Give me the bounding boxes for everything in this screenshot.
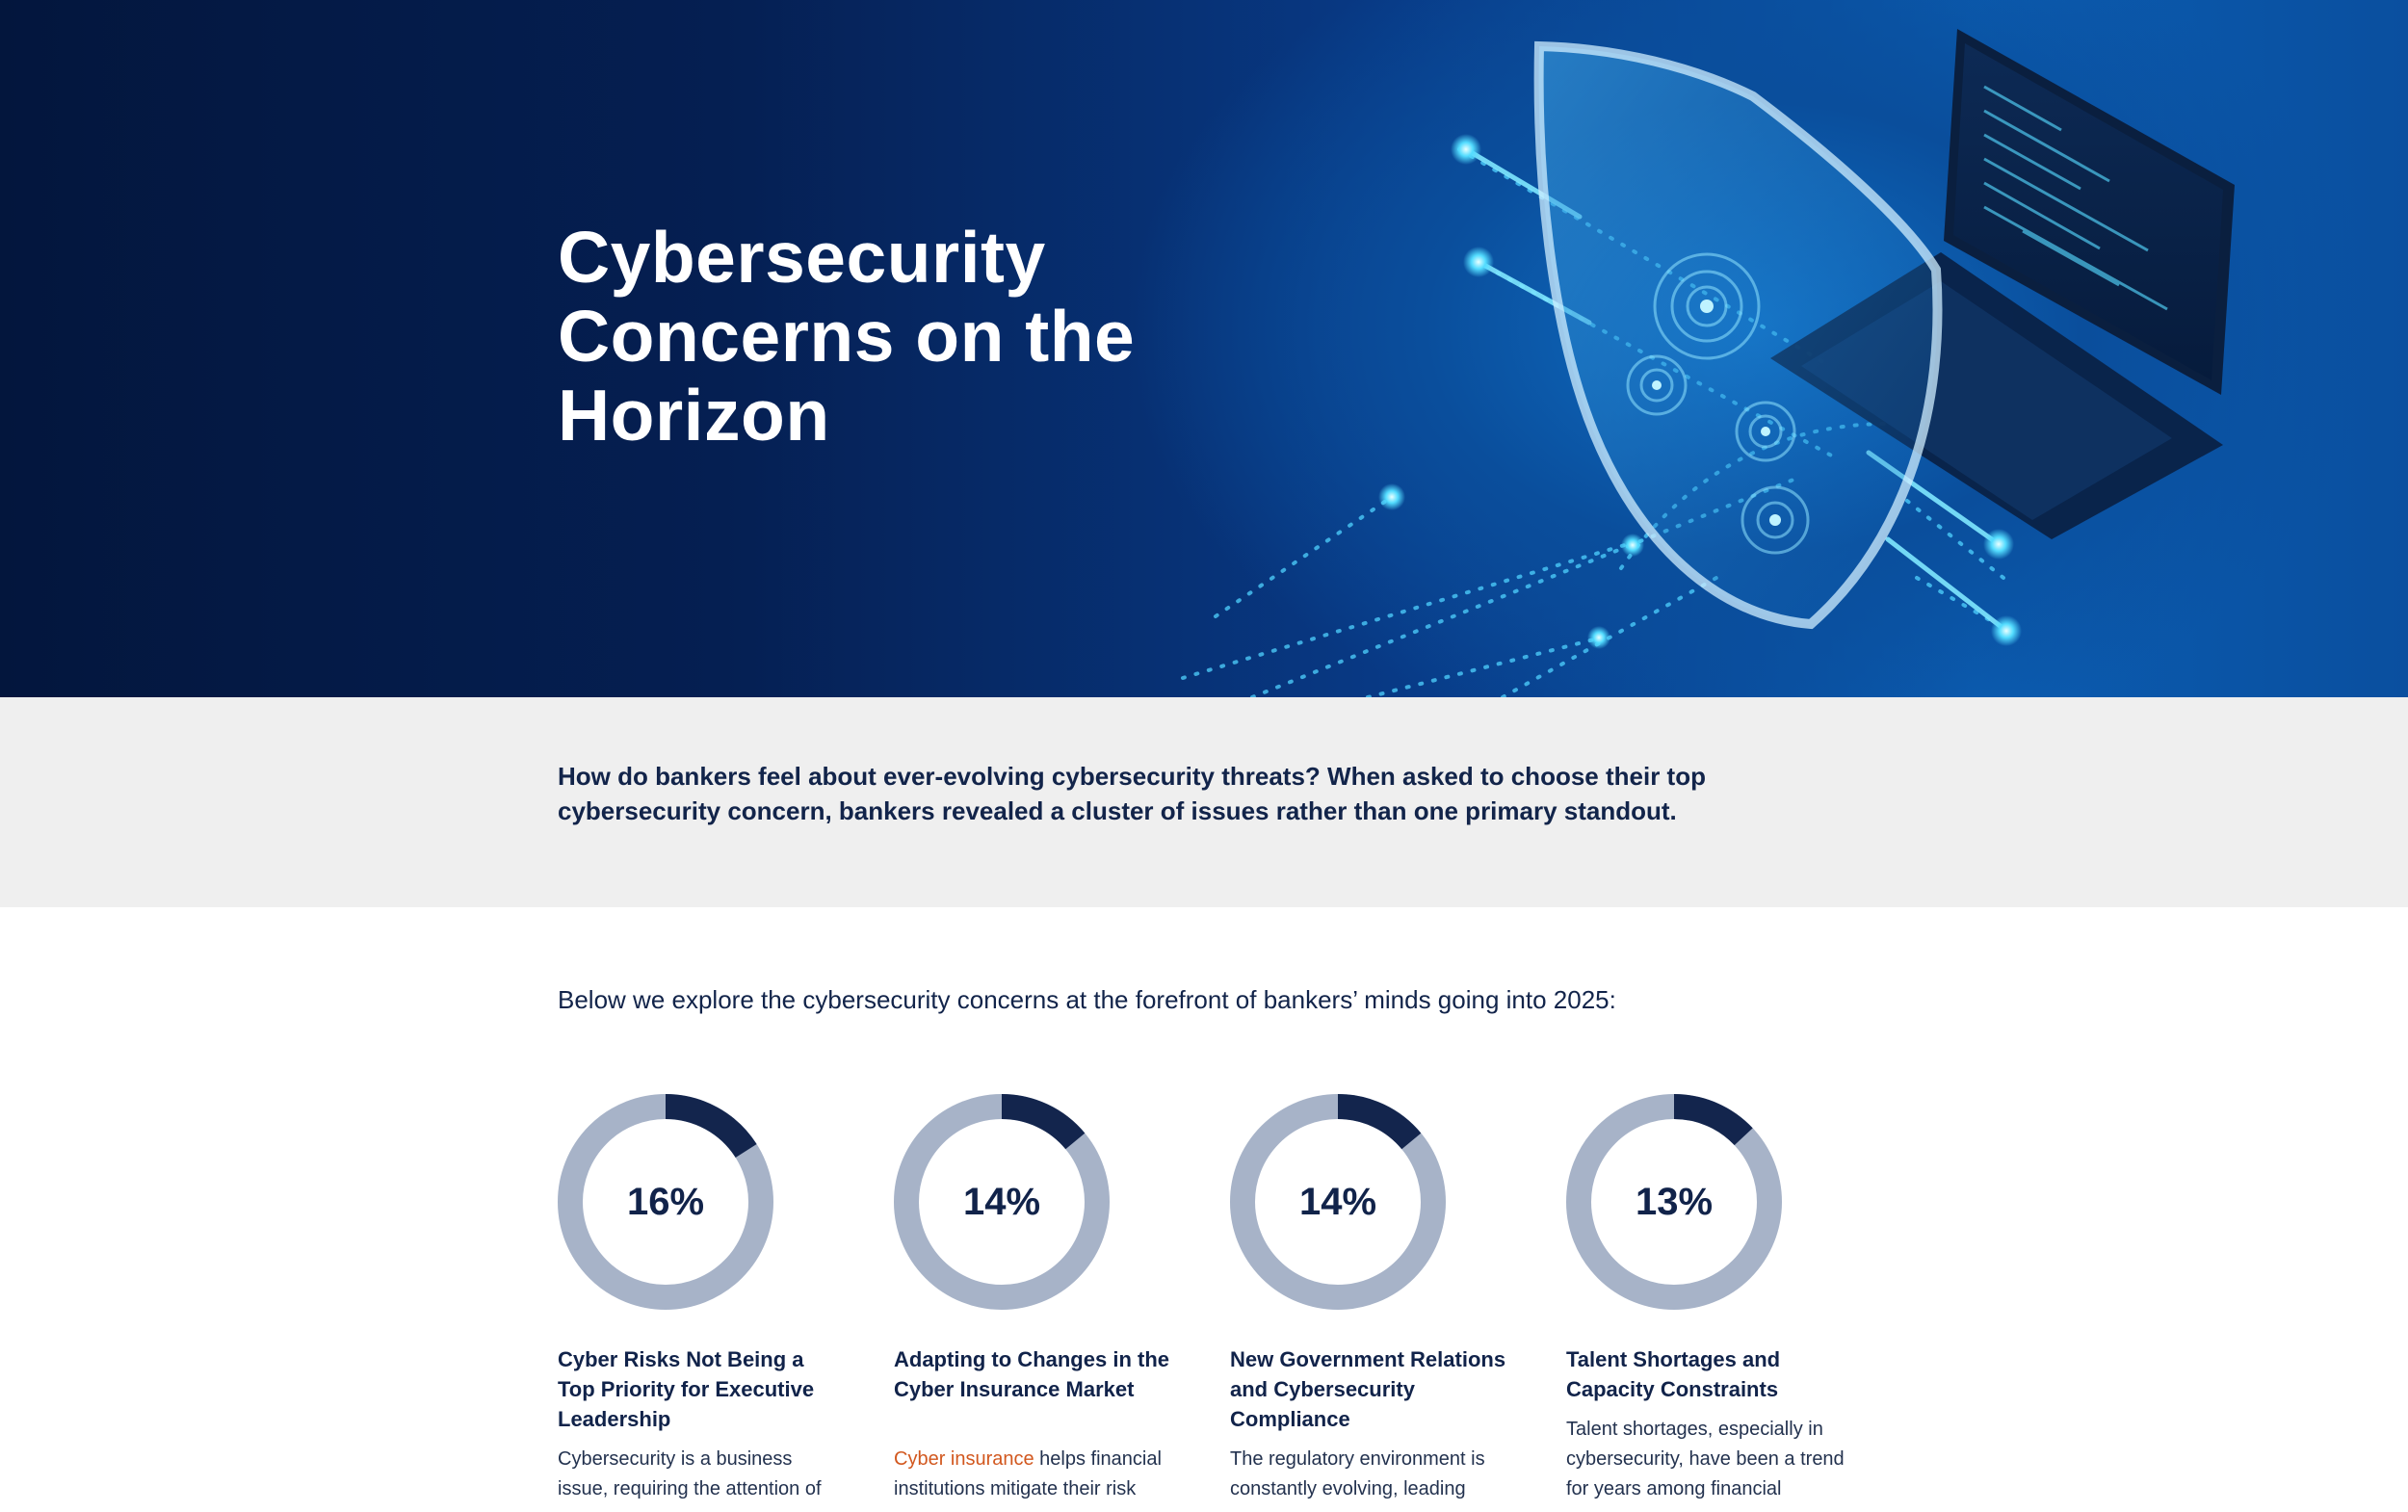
stat-description-text: Talent shortages, especially in cybersec… bbox=[1566, 1419, 1845, 1499]
stat-description-text: The regulatory environment is constantly… bbox=[1230, 1448, 1485, 1499]
stat-title: Adapting to Changes in the Cyber Insuran… bbox=[894, 1347, 1169, 1401]
stat-card: 14% Adapting to Changes in the Cyber Ins… bbox=[894, 1094, 1183, 1499]
donut-value: 14% bbox=[962, 1180, 1041, 1223]
lead-text: Below we explore the cybersecurity conce… bbox=[558, 985, 1616, 1014]
intro-text: How do bankers feel about ever-evolving … bbox=[558, 762, 1706, 825]
donut-fill bbox=[1230, 1094, 1446, 1310]
stat-description: Talent shortages, especially in cybersec… bbox=[1566, 1415, 1855, 1504]
stat-description: The regulatory environment is constantly… bbox=[1230, 1445, 1519, 1504]
stat-title: New Government Relations and Cybersecuri… bbox=[1230, 1347, 1506, 1431]
donut-chart: 16% bbox=[558, 1094, 773, 1310]
donut-fill bbox=[1566, 1094, 1782, 1310]
donut-fill bbox=[894, 1094, 1110, 1310]
donut-chart: 14% bbox=[894, 1094, 1110, 1310]
donut-fill bbox=[558, 1094, 773, 1310]
donut-chart: 14% bbox=[1230, 1094, 1446, 1310]
stats-grid: 16% Cyber Risks Not Being a Top Priority… bbox=[558, 1094, 1906, 1512]
stat-description-text: helps financial institutions mitigate th… bbox=[894, 1448, 1162, 1499]
stat-card: 13% Talent Shortages and Capacity Constr… bbox=[1566, 1094, 1855, 1499]
stat-title: Cyber Risks Not Being a Top Priority for… bbox=[558, 1347, 815, 1431]
shield-laptop-illustration bbox=[1181, 29, 2235, 697]
stat-card: 14% New Government Relations and Cyberse… bbox=[1230, 1094, 1519, 1499]
stat-title: Talent Shortages and Capacity Constraint… bbox=[1566, 1347, 1781, 1401]
donut-value: 14% bbox=[1298, 1180, 1377, 1223]
donut-chart: 13% bbox=[1566, 1094, 1782, 1310]
donut-value: 13% bbox=[1635, 1180, 1714, 1223]
stat-description: Cyber insurance helps financial institut… bbox=[894, 1445, 1183, 1504]
cyber-insurance-link[interactable]: Cyber insurance bbox=[894, 1448, 1034, 1470]
stat-description: Cybersecurity is a business issue, requi… bbox=[558, 1445, 847, 1504]
hero-banner: Cybersecurity Concerns on the Horizon bbox=[0, 0, 2408, 697]
donut-value: 16% bbox=[626, 1180, 705, 1223]
stat-card: 16% Cyber Risks Not Being a Top Priority… bbox=[558, 1094, 847, 1499]
stat-description-text: Cybersecurity is a business issue, requi… bbox=[558, 1448, 822, 1499]
page-title: Cybersecurity Concerns on the Horizon bbox=[558, 217, 1136, 456]
intro-band: How do bankers feel about ever-evolving … bbox=[0, 697, 2408, 907]
